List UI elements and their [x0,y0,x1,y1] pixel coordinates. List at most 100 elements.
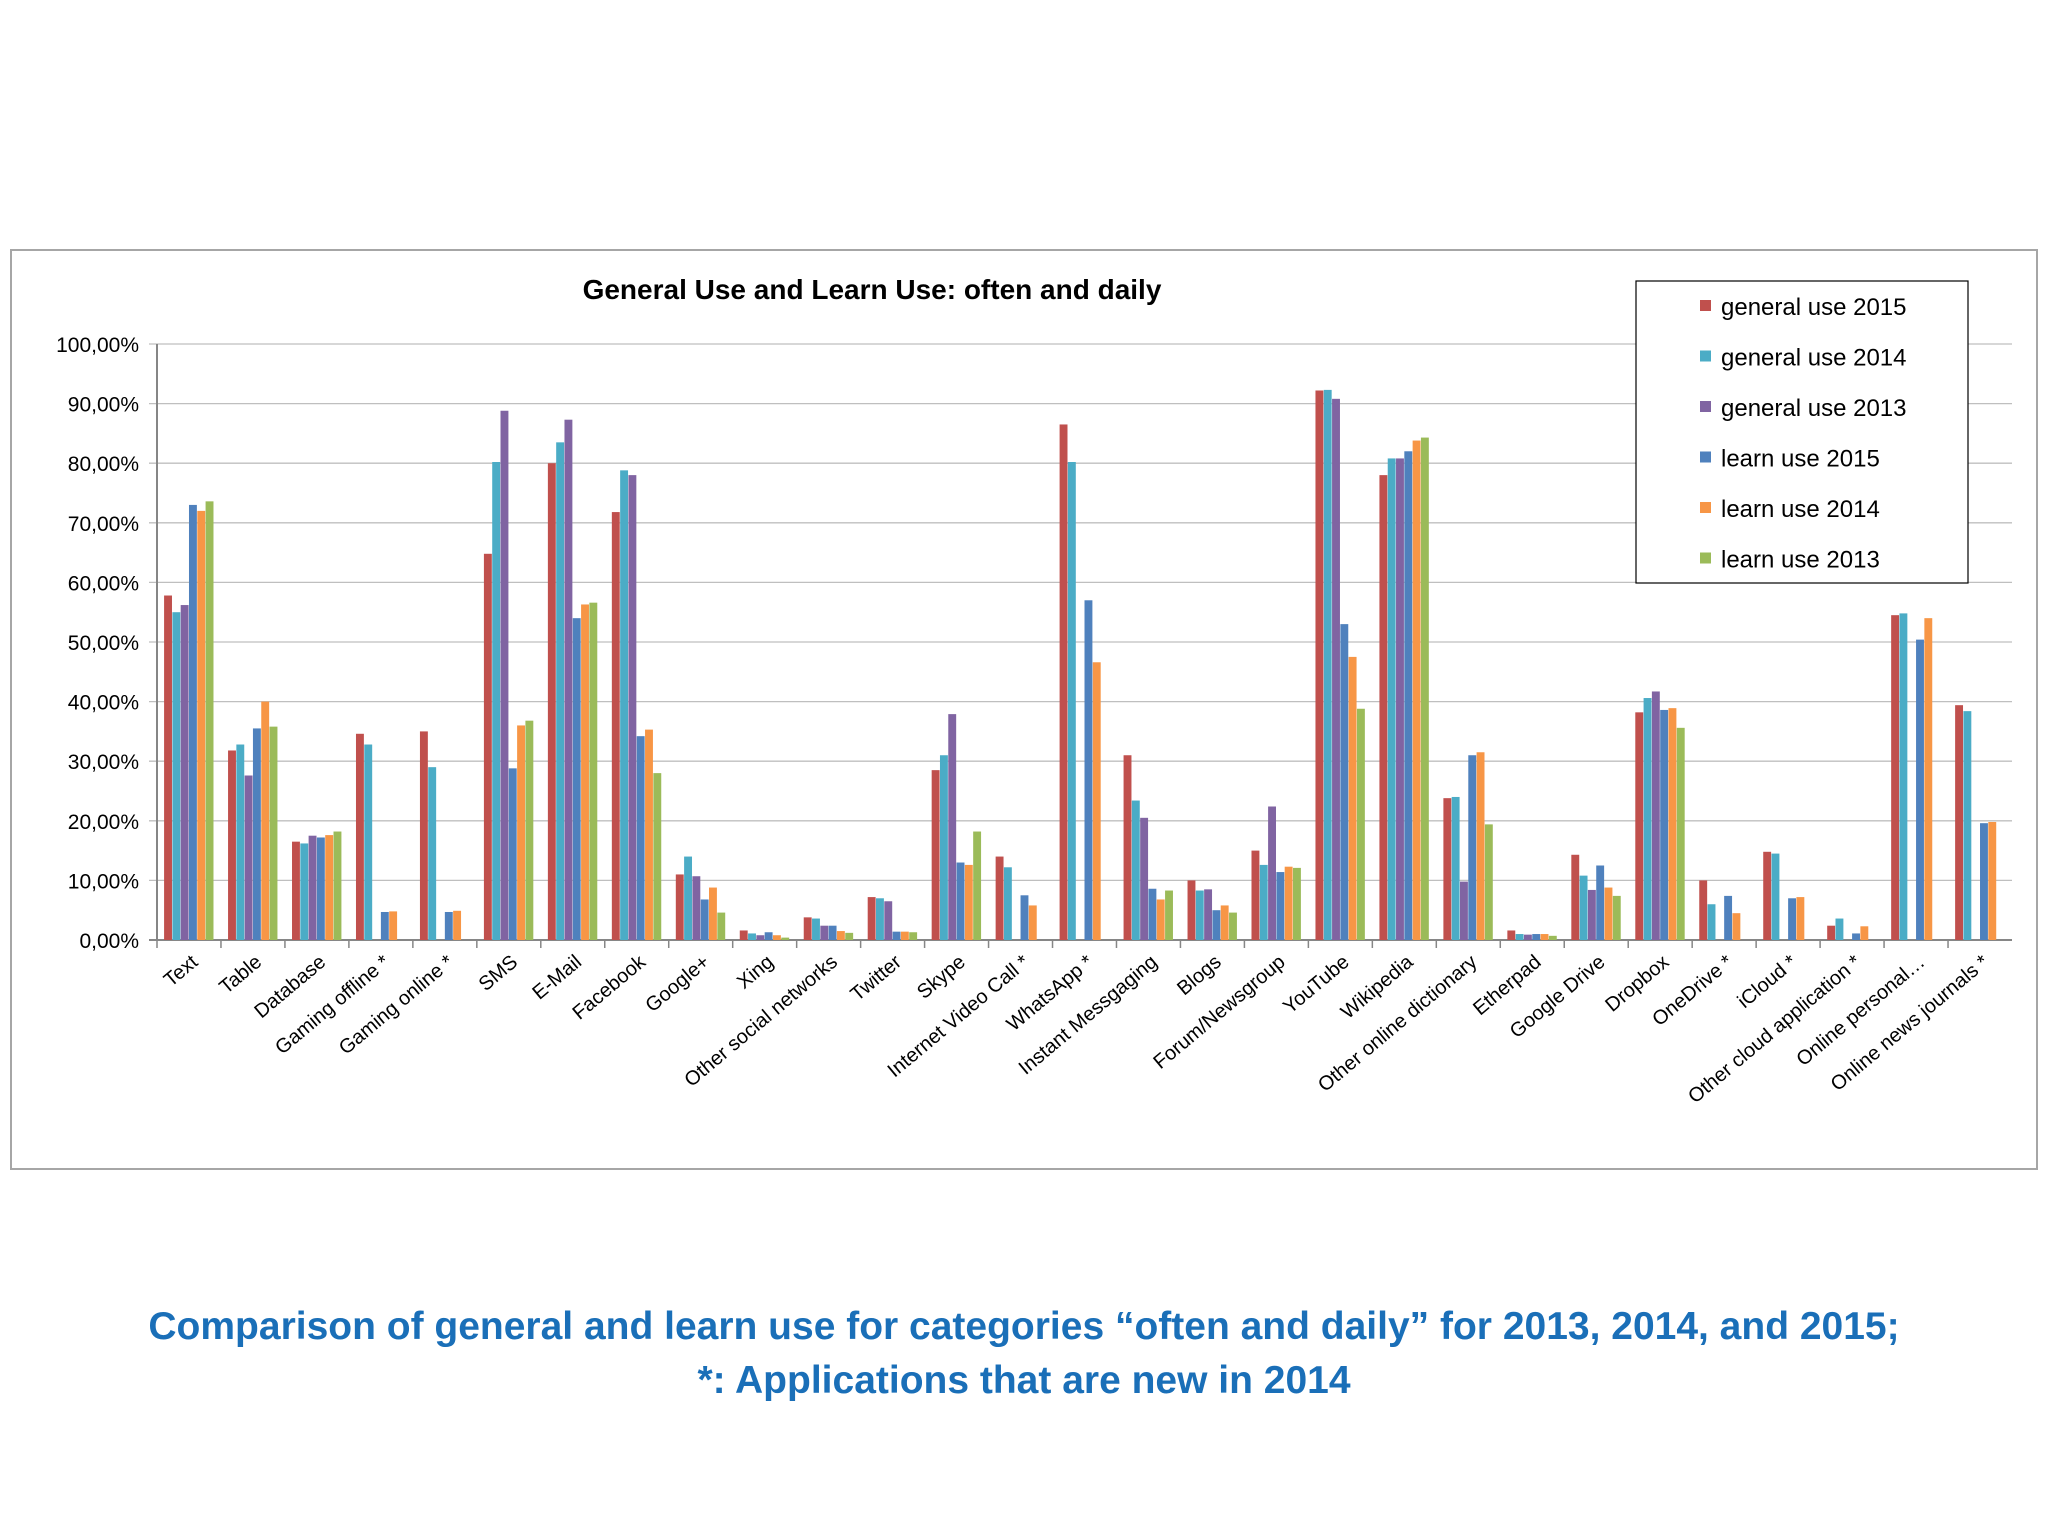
legend-label: general use 2014 [1721,345,1906,372]
bar [428,767,437,940]
bar [675,874,684,940]
bar [180,605,189,940]
bar [389,911,398,940]
bar [517,725,526,940]
bar [325,835,334,940]
legend-swatch [1700,552,1711,564]
x-tick-label: Table [215,951,266,999]
bar [1292,867,1301,940]
y-tick-label: 70,00% [68,513,139,536]
bar [1229,912,1237,940]
x-tick-label: SMS [475,951,522,996]
bar [1204,889,1213,940]
bar [1788,898,1797,940]
bar [1323,389,1332,941]
bar [1515,934,1524,940]
bar [645,729,653,940]
bar [252,728,261,940]
bar [1123,755,1132,940]
bar [1827,925,1836,940]
bar [1315,390,1324,940]
bar [1148,888,1157,940]
bar [764,932,773,940]
bar [1140,817,1149,940]
bar [572,618,581,940]
bar [292,841,300,940]
bar [1379,475,1388,940]
y-tick-label: 80,00% [68,453,139,476]
bar [909,932,918,940]
bar [812,918,820,940]
bar [620,470,629,940]
y-tick-label: 0,00% [79,930,139,953]
bar [188,504,197,940]
bar [1396,458,1404,940]
bar [364,744,373,940]
bar [355,733,364,940]
bar [1387,458,1396,940]
y-tick-label: 10,00% [68,870,139,893]
legend-swatch [1700,300,1711,311]
bar [995,856,1004,940]
bar [709,887,717,940]
bar [1860,926,1869,940]
bar [845,932,854,940]
bar [1651,691,1660,940]
legend-label: general use 2015 [1721,294,1906,321]
legend-swatch [1700,350,1711,362]
bar [692,876,701,940]
figure-caption: Comparison of general and learn use for … [0,1300,2048,1408]
bar [1092,662,1101,940]
bar [1660,709,1669,940]
bar [820,925,829,940]
x-tick-label: E-Mail [528,951,586,1004]
bar [1523,934,1532,940]
bar [1348,656,1357,940]
bar [164,595,172,940]
bar [1187,880,1196,940]
bar [628,475,637,940]
bar [1612,895,1621,940]
x-tick-label: Xing [733,951,778,994]
bar [1276,872,1285,940]
bar [1003,867,1012,940]
bar [892,931,901,940]
bar [956,862,965,940]
bar [1420,437,1429,940]
bar [197,510,206,940]
bar-chart: General Use and Learn Use: often and dai… [56,274,2012,1108]
bar [1548,935,1557,940]
bar [748,933,756,940]
bar [876,898,884,940]
bar [636,736,645,940]
bar [1643,698,1652,940]
bar [1251,850,1260,940]
legend-label: general use 2013 [1721,395,1906,422]
bar [453,910,462,940]
bar [939,755,948,940]
bar [500,410,509,940]
bar [547,463,556,940]
bar [1165,890,1173,940]
bar [772,935,781,940]
bar [700,899,709,940]
bar [1356,708,1365,940]
y-tick-label: 20,00% [68,811,139,834]
y-tick-label: 90,00% [68,394,139,417]
bar [1732,913,1741,940]
bar [1340,624,1349,940]
bar [1507,930,1516,940]
bar [483,553,492,940]
bar [1067,462,1076,940]
bar [419,731,428,940]
caption-line-1: Comparison of general and learn use for … [148,1305,1900,1348]
chart-frame: General Use and Learn Use: often and dai… [10,249,2038,1170]
bar [1891,615,1900,940]
bar [1587,889,1596,940]
bar [380,911,389,940]
bar [1220,905,1229,940]
bar [444,911,453,940]
bar [973,831,982,940]
bar [1852,933,1860,940]
